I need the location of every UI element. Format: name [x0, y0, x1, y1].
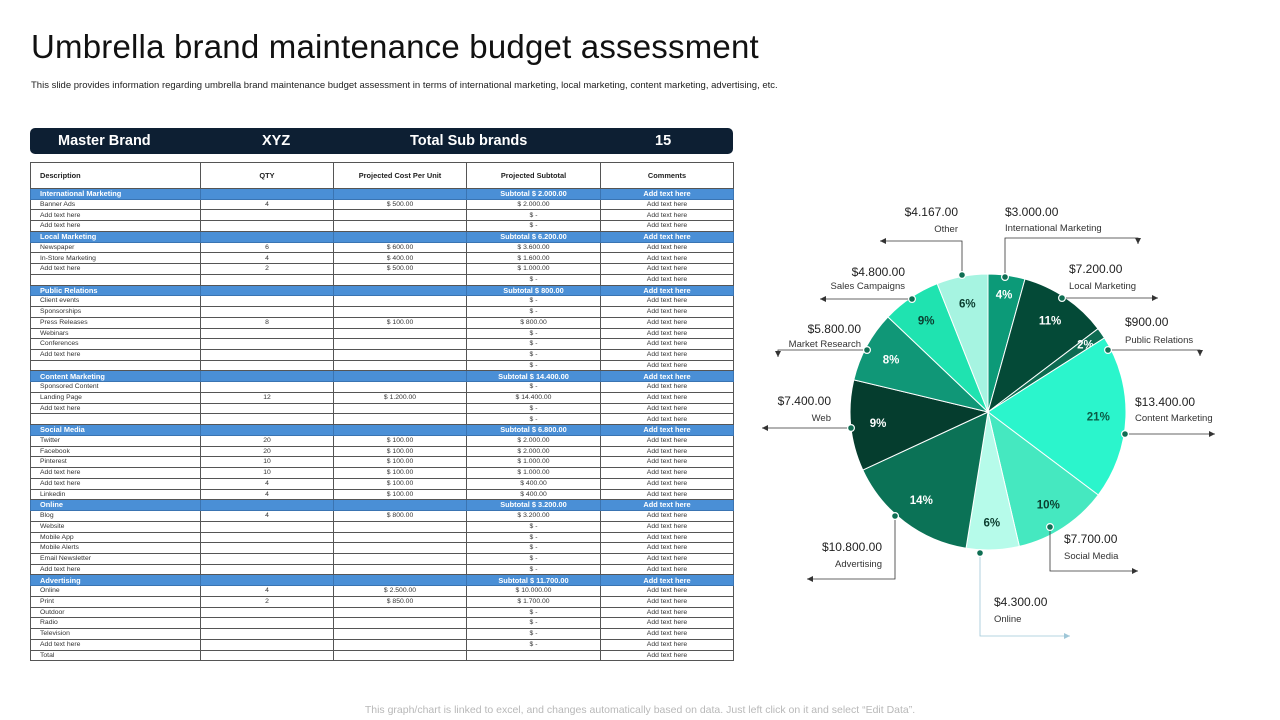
leader-dot: [1000, 273, 1009, 282]
slice-value-label: $4.300.00: [994, 595, 1048, 609]
table-section-row: International Marketing Subtotal $ 2.000.…: [30, 188, 734, 200]
total-sub-brands-label: Total Sub brands: [410, 133, 528, 149]
table-row: Webinars $ - Add text here: [30, 327, 734, 340]
pie-percent-label: 6%: [983, 517, 1000, 529]
table-row: Add text here $ - Add text here: [30, 220, 734, 232]
slice-value-label: $7.400.00: [778, 394, 832, 408]
leader-line: [880, 240, 963, 275]
slice-name-label: Sales Campaigns: [831, 281, 906, 292]
slice-value-label: $4.800.00: [852, 265, 906, 279]
table-row: Total Add text here: [30, 649, 734, 662]
leader-dot: [890, 511, 899, 520]
slice-value-label: $7.200.00: [1069, 262, 1123, 276]
leader-dot: [1045, 522, 1054, 531]
leader-line: [1108, 349, 1201, 356]
cell-comments: Add text here: [600, 649, 734, 662]
pie-slice-social-media: [987, 410, 1099, 547]
leader-arrow: [820, 296, 826, 302]
leader-dot: [862, 346, 871, 355]
leader-line: [777, 349, 867, 357]
footer-note: This graph/chart is linked to excel, and…: [364, 704, 916, 716]
column-header-qty: QTY: [200, 162, 334, 189]
column-header-subtotal: Projected Subtotal: [466, 162, 601, 189]
leader-dot: [1057, 294, 1066, 303]
leader-arrow: [775, 351, 781, 357]
slice-name-label: Social Media: [1064, 551, 1119, 562]
leader-arrow: [807, 576, 813, 582]
leader-line: [1049, 527, 1138, 572]
column-header-comments: Comments: [600, 162, 734, 189]
slice-name-label: Other: [934, 224, 958, 235]
slice-value-label: $5.800.00: [808, 322, 862, 336]
leader-arrow: [1132, 568, 1138, 574]
column-header-cost-per-unit: Projected Cost Per Unit: [333, 162, 467, 189]
leader-dot: [957, 271, 966, 280]
pie-percent-label: 10%: [1037, 500, 1060, 512]
leader-arrow: [1197, 350, 1203, 356]
table-section-row: Local Marketing Subtotal $ 6.200.00 Add te…: [30, 230, 734, 243]
table-header-row: Description QTY Projected Cost Per Unit …: [30, 162, 734, 189]
slice-value-label: $7.700.00: [1064, 532, 1118, 546]
pie-percent-label: 14%: [910, 495, 933, 507]
table-row: Sponsored Content $ - Add text here: [30, 381, 734, 393]
total-sub-brands-value: 15: [655, 133, 672, 149]
leader-arrow: [1152, 295, 1158, 301]
leader-arrow: [762, 425, 768, 431]
master-brand-value: XYZ: [262, 133, 291, 149]
pie-slice-content-marketing: [987, 337, 1127, 496]
slice-name-label: Market Research: [789, 339, 861, 350]
slice-name-label: Local Marketing: [1069, 281, 1136, 292]
table-section-row: Content Marketing Subtotal $ 14.400.00 Add…: [30, 370, 734, 383]
pie-percent-label: 11%: [1039, 316, 1061, 328]
budget-table: Description QTY Projected Cost Per Unit …: [30, 162, 734, 662]
leader-line: [979, 553, 1070, 637]
leader-dot: [975, 548, 984, 557]
leader-line: [807, 516, 896, 580]
leader-arrow: [1135, 238, 1141, 244]
slice-value-label: $10.800.00: [822, 540, 882, 554]
leader-dot: [1120, 430, 1129, 439]
table-body: International Marketing Subtotal $ 2.000.…: [30, 188, 734, 662]
pie-percent-label: 9%: [918, 316, 935, 328]
pie-slice-advertising: [862, 411, 989, 549]
page-title: Umbrella brand maintenance budget assess…: [31, 28, 759, 65]
column-header-description: Description: [30, 162, 201, 189]
pie-percent-label: 9%: [870, 418, 887, 430]
slice-name-label: International Marketing: [1005, 223, 1102, 234]
pie-percent-label: 6%: [959, 299, 976, 311]
summary-bar: Master Brand XYZ Total Sub brands 15: [30, 128, 733, 154]
page-subtitle: This slide provides information regardin…: [31, 80, 778, 91]
leader-dot: [846, 424, 855, 433]
slice-value-label: $4.167.00: [905, 205, 959, 219]
slice-name-label: Content Marketing: [1135, 413, 1213, 424]
slice-name-label: Online: [994, 614, 1021, 625]
slice-name-label: Web: [812, 413, 831, 424]
table-row: In-Store Marketing 4 $ 400.00 $ 1.600.00 Add…: [30, 252, 734, 265]
table-row: Banner Ads 4 $ 500.00 $ 2.000.00 Add text he…: [30, 198, 734, 211]
pie-percent-label: 21%: [1087, 411, 1110, 423]
pie-slices: 4%11%2%21%10%6%14%9%8%9%6%: [849, 273, 1127, 551]
table-section-row: Advertising Subtotal $ 11.700.00 Add text …: [30, 574, 734, 587]
pie-percent-label: 4%: [996, 289, 1013, 301]
pie-labels: $3.000.00 International Marketing $7.200.0…: [762, 205, 1215, 639]
slice-value-label: $13.400.00: [1135, 395, 1195, 409]
master-brand-label: Master Brand: [58, 133, 151, 149]
slice-name-label: Advertising: [835, 559, 882, 570]
leader-arrow: [880, 238, 886, 244]
leader-arrow: [1064, 633, 1070, 639]
leader-dot: [1103, 346, 1112, 355]
leader-arrow: [1209, 431, 1215, 437]
pie-percent-label: 8%: [883, 354, 900, 366]
leader-dot: [907, 295, 916, 304]
slice-name-label: Public Relations: [1125, 335, 1193, 346]
slice-value-label: $3.000.00: [1005, 205, 1059, 219]
slice-value-label: $900.00: [1125, 315, 1169, 329]
